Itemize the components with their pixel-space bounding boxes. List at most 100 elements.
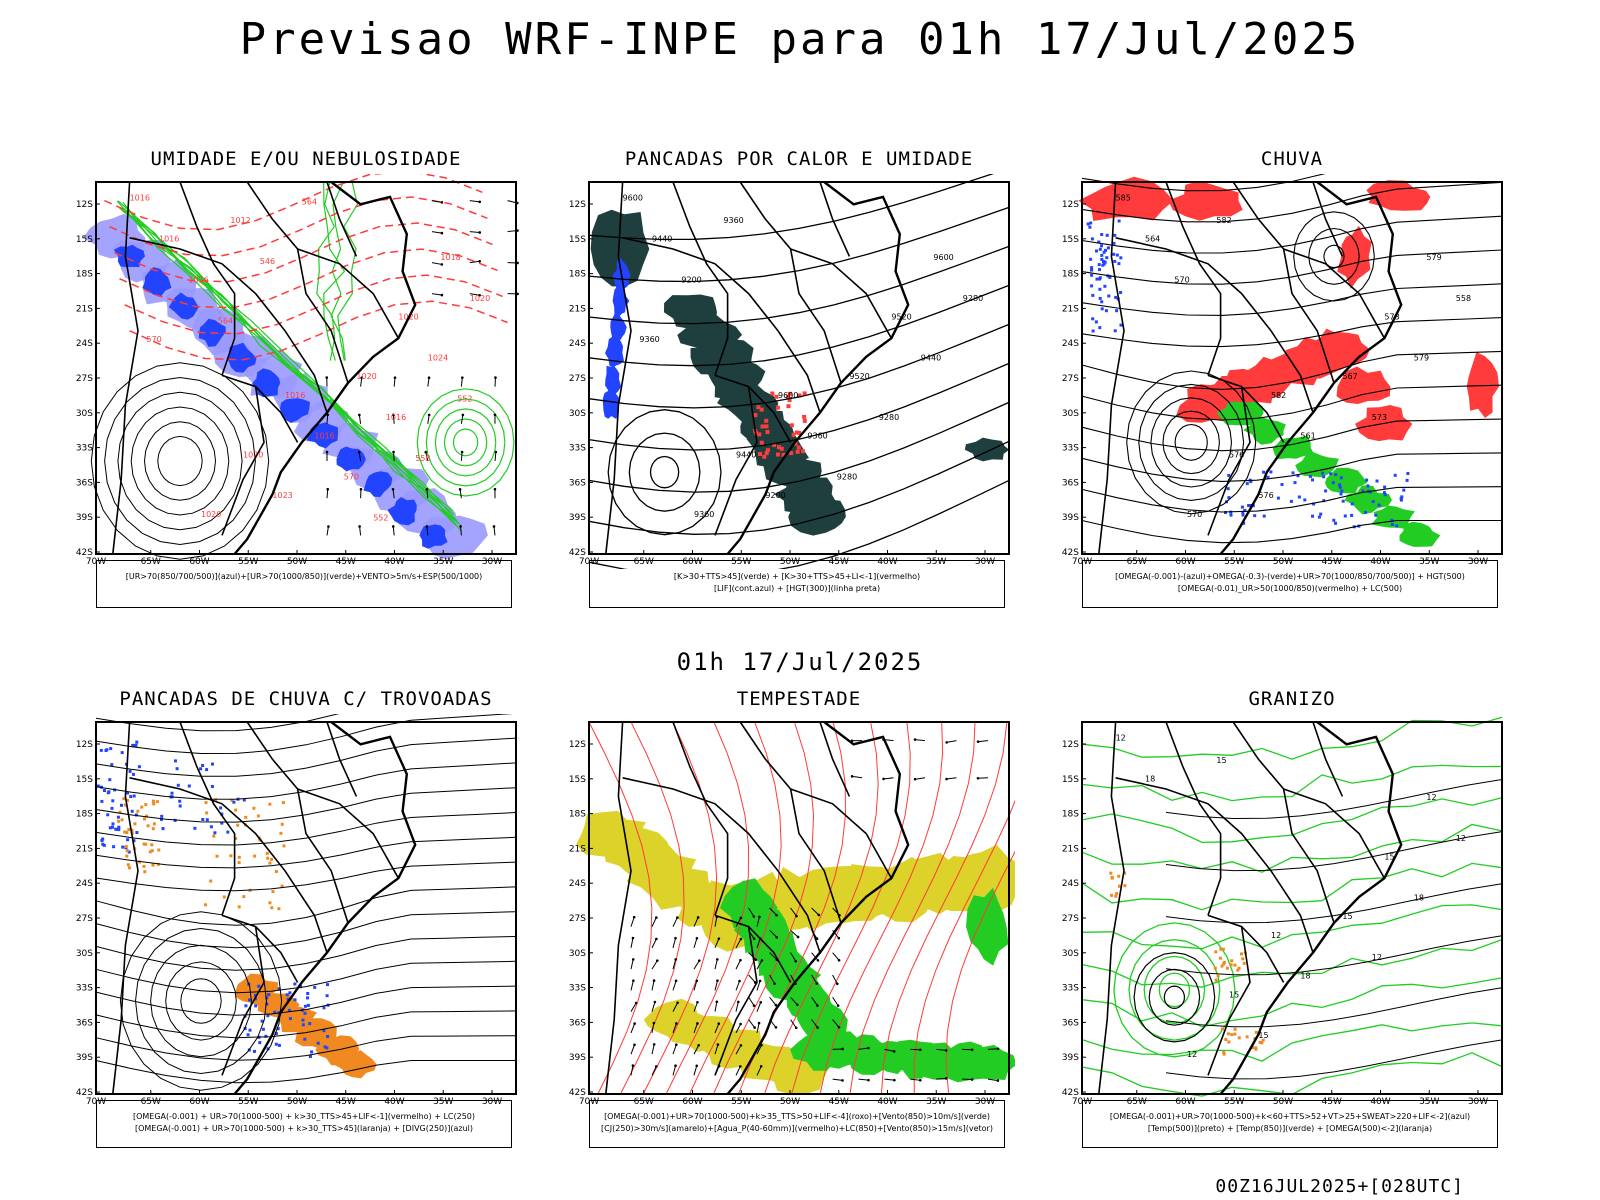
lon-tick-label: 60W <box>189 1097 209 1107</box>
contour-label: 564 <box>1145 235 1160 244</box>
contour-label: 582 <box>1216 216 1231 225</box>
legend-line: [OMEGA(-0.001)+UR>70(1000-500)+k>35_TTS>… <box>604 1112 990 1121</box>
contour-label: 1016 <box>285 391 305 400</box>
lon-tick-label: 55W <box>731 1097 751 1107</box>
lat-tick-label: 15S <box>569 775 586 785</box>
lat-tick-label: 21S <box>1062 844 1079 854</box>
contour-label: 564 <box>218 316 233 325</box>
lat-tick-label: 39S <box>1062 1053 1079 1063</box>
contour-label: 579 <box>1414 354 1429 363</box>
lon-tick-label: 65W <box>634 557 654 567</box>
contour-label: 1023 <box>272 491 292 500</box>
contour-label: 585 <box>1116 194 1131 203</box>
lat-tick-label: 12S <box>569 200 586 210</box>
contour-label: 9440 <box>921 354 941 363</box>
lon-tick-label: 60W <box>682 557 702 567</box>
contour-label: 1016 <box>159 235 179 244</box>
contour-label: 579 <box>1426 253 1441 262</box>
lat-tick-label: 30S <box>1062 409 1079 419</box>
lon-tick-label: 55W <box>1224 557 1244 567</box>
panel-title: PANCADAS POR CALOR E UMIDADE <box>624 148 974 170</box>
contour-label: 1020 <box>356 372 376 381</box>
map-pancadas-calor: 9600960096009440952093609520944093609280… <box>569 174 1010 569</box>
lat-tick-label: 12S <box>76 740 93 750</box>
legend-line: [Temp(500)](preto) + [Temp(850)](verde) … <box>1147 1124 1433 1133</box>
lat-tick-label: 18S <box>76 270 93 280</box>
contour-label: 570 <box>1187 510 1202 519</box>
contour-label: 567 <box>1342 372 1357 381</box>
lon-tick-label: 55W <box>238 1097 258 1107</box>
contour-label: 570 <box>146 335 161 344</box>
lon-tick-label: 65W <box>634 1097 654 1107</box>
contour-label: 570 <box>1174 275 1189 284</box>
lat-tick-label: 27S <box>1062 374 1079 384</box>
map-granizo: 12 12 12 15 15 12 15 18 18 12 15 18 15 12 12S 15S 18S 21S… <box>1062 716 1503 1107</box>
legend-box: [OMEGA(-0.001)+UR>70(1000-500)+k>35_TTS>… <box>589 1100 1005 1148</box>
contour-label: 582 <box>1271 391 1286 400</box>
lat-tick-label: 42S <box>1062 1088 1079 1098</box>
panel-chuva: CHUVA 585 582 579 576 573 570 567 564 561 558 576 57… <box>1058 148 1503 628</box>
lat-tick-label: 39S <box>76 513 93 523</box>
lon-tick-label: 30W <box>975 1097 995 1107</box>
lat-tick-label: 30S <box>76 949 93 959</box>
contour-label: 9600 <box>623 194 643 203</box>
contour-label: 552 <box>457 395 472 404</box>
lon-tick-label: 50W <box>287 1097 307 1107</box>
lat-tick-label: 42S <box>1062 548 1079 558</box>
contour-label: 552 <box>373 514 388 523</box>
contour-label: 18 <box>1300 972 1310 981</box>
lat-tick-label: 36S <box>1062 1018 1079 1028</box>
contour-label: 9600 <box>778 391 798 400</box>
legend-line: [LIF](cont.azul) + [HGT(300)](linha pret… <box>713 584 881 593</box>
lon-tick-label: 65W <box>141 557 161 567</box>
lon-tick-label: 35W <box>926 1097 946 1107</box>
lat-tick-label: 24S <box>569 339 586 349</box>
legend-box: [UR>70(850/700/500)](azul)+[UR>70(1000/8… <box>96 560 512 608</box>
lat-tick-label: 42S <box>76 548 93 558</box>
legend-line: [OMEGA(-0.001) + UR>70(1000-500) + k>30_… <box>132 1112 476 1121</box>
lon-tick-label: 45W <box>336 1097 356 1107</box>
main-title: Previsao WRF-INPE para 01h 17/Jul/2025 <box>239 14 1361 65</box>
contour-label: 1020 <box>470 294 490 303</box>
lat-tick-label: 15S <box>569 235 586 245</box>
contour-label: 9360 <box>723 216 743 225</box>
lon-tick-label: 40W <box>877 557 897 567</box>
contour-label: 9360 <box>807 432 827 441</box>
panel-pancadas-trovoadas: PANCADAS DE CHUVA C/ TROVOADAS 12S 15S 18S 2… <box>72 688 517 1168</box>
lon-tick-label: 60W <box>1175 557 1195 567</box>
panel-title: CHUVA <box>1260 148 1324 170</box>
lat-tick-label: 24S <box>1062 879 1079 889</box>
contour-label: 564 <box>302 197 317 206</box>
lon-tick-label: 65W <box>1127 557 1147 567</box>
contour-label: 558 <box>1456 294 1471 303</box>
lat-tick-label: 24S <box>76 339 93 349</box>
lon-tick-label: 35W <box>433 557 453 567</box>
panel-tempestade: TEMPESTADE 12S 15S 18S 21S 24S 27S 30S 33S 36S 39S… <box>565 688 1015 1168</box>
contour-label: 9200 <box>765 491 785 500</box>
contour-label: 1020 <box>201 510 221 519</box>
lon-tick-label: 45W <box>1322 557 1342 567</box>
lat-tick-label: 30S <box>569 949 586 959</box>
lat-tick-label: 12S <box>76 200 93 210</box>
lat-tick-label: 21S <box>1062 304 1079 314</box>
lat-tick-label: 30S <box>1062 949 1079 959</box>
lon-tick-label: 30W <box>975 557 995 567</box>
panel-umidade: UMIDADE E/OU NEBULOSIDADE 1016 1016 1018 102… <box>72 148 519 628</box>
contour-label: 12 <box>1426 793 1436 802</box>
contour-label: 9280 <box>837 473 857 482</box>
contour-label: 9440 <box>736 450 756 459</box>
legend-line: [UR>70(850/700/500)](azul)+[UR>70(1000/8… <box>125 572 483 581</box>
lat-tick-label: 39S <box>569 1053 586 1063</box>
run-label: 00Z16JUL2025+[028UTC] <box>1215 1176 1464 1197</box>
contour-label: 9520 <box>849 372 869 381</box>
contour-label: 546 <box>260 257 275 266</box>
lon-tick-label: 30W <box>1468 557 1488 567</box>
contour-label: 558 <box>415 454 430 463</box>
panel-title: TEMPESTADE <box>736 688 862 710</box>
lat-tick-label: 27S <box>569 914 586 924</box>
lat-tick-label: 36S <box>76 1018 93 1028</box>
lat-tick-label: 18S <box>569 810 586 820</box>
contour-label: 1016 <box>314 432 334 441</box>
contour-label: 15 <box>1216 756 1226 765</box>
